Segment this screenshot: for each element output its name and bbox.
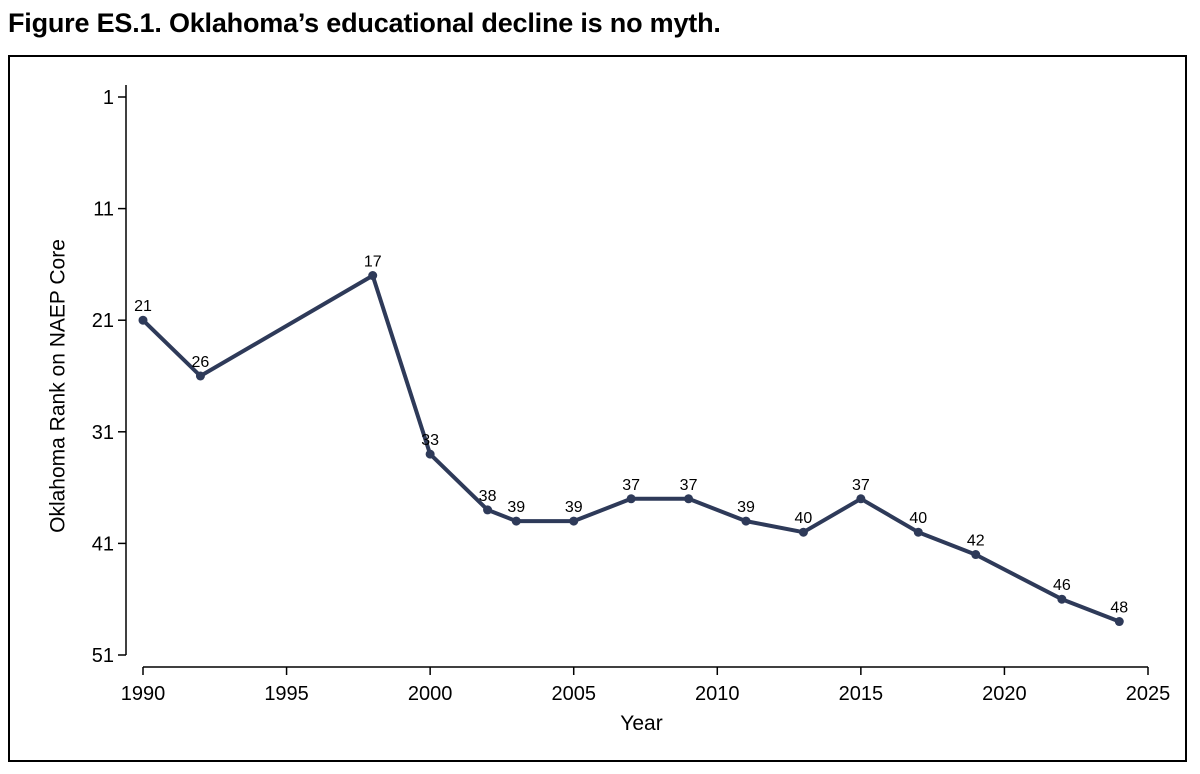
y-tick-label: 51 bbox=[92, 645, 114, 667]
data-label: 42 bbox=[967, 533, 985, 550]
data-point bbox=[425, 449, 435, 459]
data-point bbox=[626, 494, 636, 504]
x-tick-label: 2020 bbox=[982, 683, 1027, 705]
data-point bbox=[511, 516, 521, 526]
data-label: 48 bbox=[1110, 600, 1128, 617]
y-tick-label: 31 bbox=[92, 422, 114, 444]
y-tick-label: 41 bbox=[92, 533, 114, 555]
data-label: 37 bbox=[852, 477, 870, 494]
data-label: 37 bbox=[680, 477, 698, 494]
data-label: 40 bbox=[909, 510, 927, 527]
x-tick-label: 2005 bbox=[551, 683, 596, 705]
data-point bbox=[1114, 617, 1124, 627]
x-tick-label: 1995 bbox=[264, 683, 309, 705]
data-point bbox=[569, 516, 579, 526]
figure-title: Figure ES.1. Oklahoma’s educational decl… bbox=[8, 8, 721, 38]
data-point bbox=[195, 371, 205, 381]
chart-frame: 1 11 21 31 41 51 1990 1995 2000 2005 2010 2015 2020 2… bbox=[8, 55, 1187, 762]
data-point bbox=[368, 271, 378, 281]
data-label: 38 bbox=[479, 488, 497, 505]
data-label: 40 bbox=[795, 510, 813, 527]
x-tick-label: 2025 bbox=[1126, 683, 1171, 705]
y-tick-label: 1 bbox=[103, 87, 114, 109]
data-point bbox=[1057, 594, 1067, 604]
y-axis-title: Oklahoma Rank on NAEP Core bbox=[47, 239, 70, 533]
data-label: 46 bbox=[1053, 577, 1071, 594]
data-point bbox=[138, 315, 148, 325]
data-point bbox=[483, 505, 493, 515]
data-label: 39 bbox=[565, 499, 583, 516]
y-tick-label: 21 bbox=[92, 310, 114, 332]
x-tick-label: 1990 bbox=[121, 683, 166, 705]
data-point bbox=[971, 550, 981, 560]
data-point bbox=[913, 527, 923, 537]
data-point bbox=[798, 527, 808, 537]
data-label: 26 bbox=[192, 354, 210, 371]
x-tick-label: 2015 bbox=[839, 683, 884, 705]
y-tick-label: 11 bbox=[93, 199, 114, 221]
x-axis-title: Year bbox=[620, 712, 662, 735]
data-label: 17 bbox=[364, 254, 382, 271]
data-label: 39 bbox=[507, 499, 525, 516]
data-label: 37 bbox=[622, 477, 640, 494]
data-label: 39 bbox=[737, 499, 755, 516]
data-point bbox=[741, 516, 751, 526]
data-point bbox=[856, 494, 866, 504]
series-line bbox=[141, 273, 1122, 624]
x-tick-label: 2000 bbox=[408, 683, 453, 705]
data-label: 21 bbox=[134, 298, 152, 315]
data-point bbox=[684, 494, 694, 504]
data-label: 33 bbox=[421, 432, 439, 449]
x-tick-label: 2010 bbox=[695, 683, 740, 705]
